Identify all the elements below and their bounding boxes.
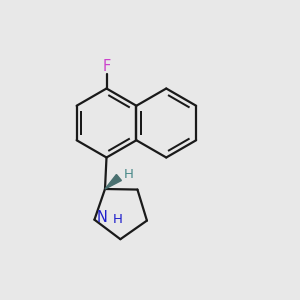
Text: H: H	[112, 213, 122, 226]
Text: F: F	[102, 59, 111, 74]
Text: H: H	[124, 168, 134, 181]
Text: N: N	[97, 210, 108, 225]
Polygon shape	[105, 175, 122, 189]
